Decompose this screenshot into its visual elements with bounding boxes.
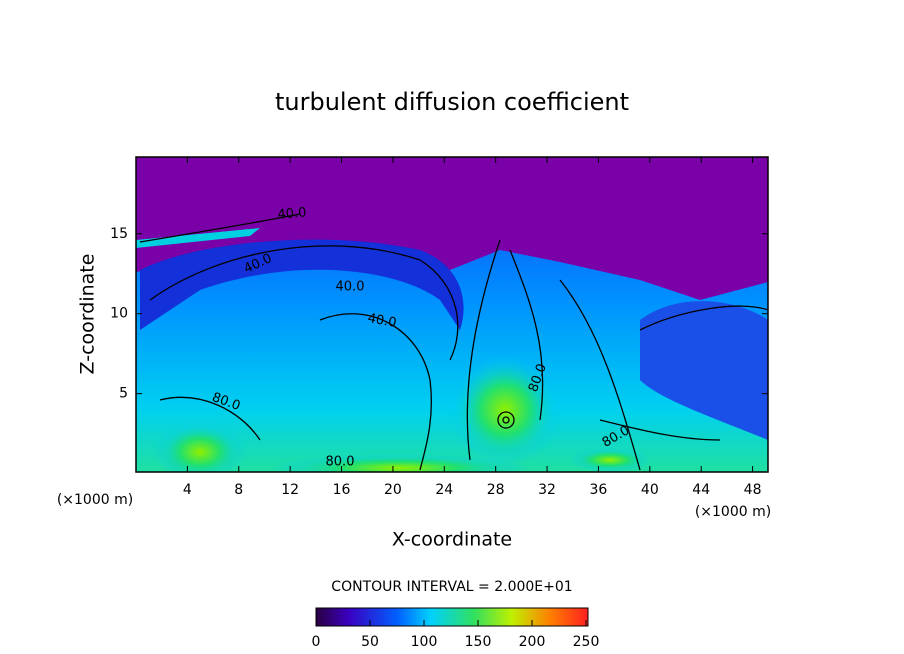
x-tick-label: 28 bbox=[487, 482, 505, 498]
plot-frame bbox=[135, 156, 769, 473]
x-tick-label: 40 bbox=[641, 482, 659, 498]
colorbar-tick-label: 150 bbox=[465, 634, 492, 650]
y-tick-label: 15 bbox=[110, 226, 128, 242]
colorbar-tick-label: 250 bbox=[573, 634, 600, 650]
x-unit-right: (×1000 m) bbox=[695, 504, 771, 520]
contour-label: 40.0 bbox=[277, 205, 307, 222]
colorbar-title: CONTOUR INTERVAL = 2.000E+01 bbox=[331, 579, 572, 595]
x-tick-label: 16 bbox=[333, 482, 351, 498]
colorbar-tick-label: 0 bbox=[312, 634, 321, 650]
contour-label: 40.0 bbox=[336, 280, 365, 295]
x-tick-label: 8 bbox=[234, 482, 243, 498]
x-tick-label: 12 bbox=[281, 482, 299, 498]
x-tick-label: 20 bbox=[384, 482, 402, 498]
contour-field bbox=[136, 157, 768, 472]
x-tick-label: 4 bbox=[183, 482, 192, 498]
y-tick-label: 10 bbox=[110, 306, 128, 322]
x-unit-left: (×1000 m) bbox=[57, 492, 133, 508]
contour-label: 40.0 bbox=[366, 311, 397, 331]
x-tick-label: 48 bbox=[744, 482, 762, 498]
colorbar bbox=[315, 607, 589, 627]
x-tick-label: 24 bbox=[435, 482, 453, 498]
x-tick-label: 44 bbox=[692, 482, 710, 498]
colorbar-tick-label: 100 bbox=[411, 634, 438, 650]
x-tick-label: 36 bbox=[590, 482, 608, 498]
colorbar-tick-label: 50 bbox=[361, 634, 379, 650]
x-tick-label: 32 bbox=[538, 482, 556, 498]
y-axis-label: Z-coordinate bbox=[77, 254, 99, 375]
chart-title: turbulent diffusion coefficient bbox=[275, 88, 629, 116]
y-tick-label: 5 bbox=[119, 386, 128, 402]
contour-label: 80.0 bbox=[326, 455, 355, 470]
colorbar-tick-label: 200 bbox=[519, 634, 546, 650]
x-axis-label: X-coordinate bbox=[392, 529, 512, 551]
